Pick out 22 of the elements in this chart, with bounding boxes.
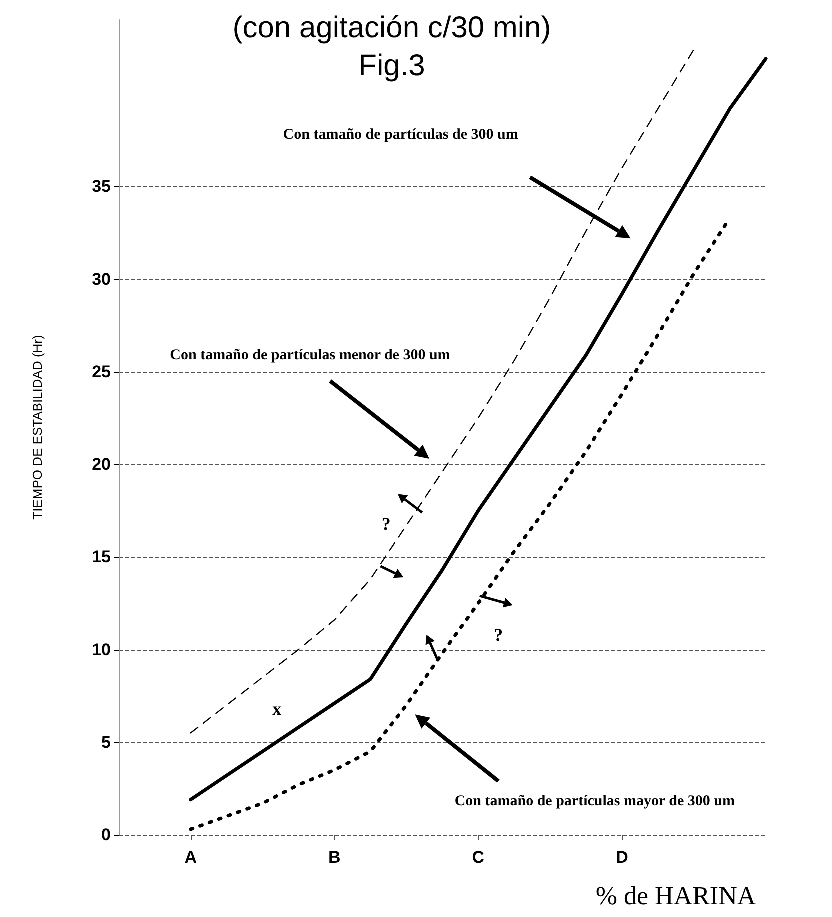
chart-title: (con agitación c/30 min) [232, 12, 552, 44]
y-tick-label: 25 [92, 362, 111, 382]
x-axis-title: % de HARINA [596, 882, 756, 910]
y-tick-label: 0 [102, 826, 111, 844]
x-tick-label: B [328, 848, 341, 867]
annotation: ? [382, 514, 391, 534]
annotation: Con tamaño de partículas de 300 um [283, 126, 519, 143]
y-axis-title: TIEMPO DE ESTABILIDAD (Hr) [30, 335, 45, 520]
annotation: ? [494, 624, 504, 645]
y-tick-label: 10 [92, 640, 111, 660]
annotation: x [272, 699, 282, 720]
y-tick-label: 15 [92, 548, 111, 567]
y-tick-label: 35 [92, 177, 111, 196]
x-tick-label: C [472, 848, 485, 867]
text: Fig.3 [358, 50, 426, 82]
y-tick-label: 30 [92, 270, 111, 289]
y-tick-label: 5 [102, 732, 111, 752]
annotation: Con tamaño de partículas mayor de 300 um [454, 794, 736, 810]
y-tick-label: 20 [92, 455, 111, 474]
x-tick-label: D [616, 848, 628, 867]
x-tick-label: A [184, 848, 198, 867]
annotation: Con tamaño de partículas menor de 300 um [170, 347, 451, 364]
